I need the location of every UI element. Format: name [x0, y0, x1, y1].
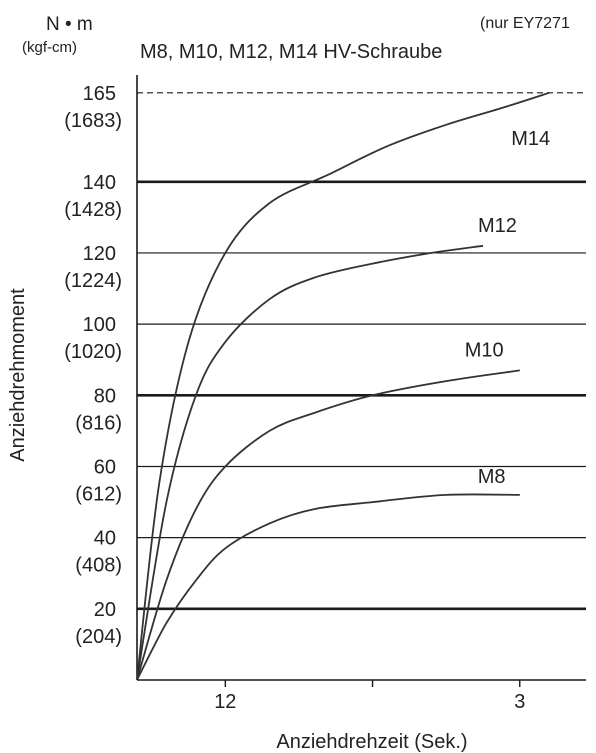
y-axis-title: Anziehdrehmoment	[7, 288, 29, 462]
y-tick-label-140: 140	[83, 172, 116, 194]
x-tick-label-3: 3	[514, 691, 525, 713]
y-tick-sublabel-120: (1224)	[64, 270, 122, 292]
series-line-m14	[136, 91, 550, 681]
x-axis-title: Anziehdrehzeit (Sek.)	[276, 731, 467, 753]
series-label-m8: M8	[478, 466, 506, 488]
unit-label-sub: (kgf-cm)	[22, 39, 77, 56]
y-tick-sublabel-165: (1683)	[64, 110, 122, 132]
axes	[136, 75, 586, 687]
x-tick-label-12: 12	[214, 691, 236, 713]
series-label-m10: M10	[465, 339, 504, 361]
unit-label: N • m	[46, 14, 93, 35]
y-tick-sublabel-40: (408)	[75, 555, 122, 577]
tick-labels: 20 (204) 40 (408) 60 (612) 80 (816) 100 (1020) 120…	[64, 83, 550, 713]
series-line-m12	[136, 244, 484, 681]
y-tick-label-80: 80	[94, 385, 116, 407]
y-tick-sublabel-80: (816)	[75, 412, 122, 434]
y-tick-label-165: 165	[83, 83, 116, 105]
series-label-m14: M14	[511, 128, 550, 150]
series-line-m8	[136, 493, 520, 681]
series-label-m12: M12	[478, 215, 517, 237]
series-lines	[136, 91, 550, 681]
y-tick-label-100: 100	[83, 314, 116, 336]
y-tick-sublabel-20: (204)	[75, 626, 122, 648]
series-line-m10	[136, 369, 520, 681]
y-tick-label-40: 40	[94, 528, 116, 550]
y-tick-label-20: 20	[94, 599, 116, 621]
y-tick-label-60: 60	[94, 456, 116, 478]
y-tick-sublabel-100: (1020)	[64, 341, 122, 363]
y-tick-sublabel-140: (1428)	[64, 199, 122, 221]
chart-subtitle: M8, M10, M12, M14 HV-Schraube	[140, 41, 442, 63]
y-tick-label-120: 120	[83, 243, 116, 265]
y-tick-sublabel-60: (612)	[75, 483, 122, 505]
grid-lines	[137, 92, 586, 611]
chart-note: (nur EY7271	[480, 15, 570, 32]
chart-header: N • m (kgf-cm) M8, M10, M12, M14 HV-Schr…	[22, 14, 570, 63]
